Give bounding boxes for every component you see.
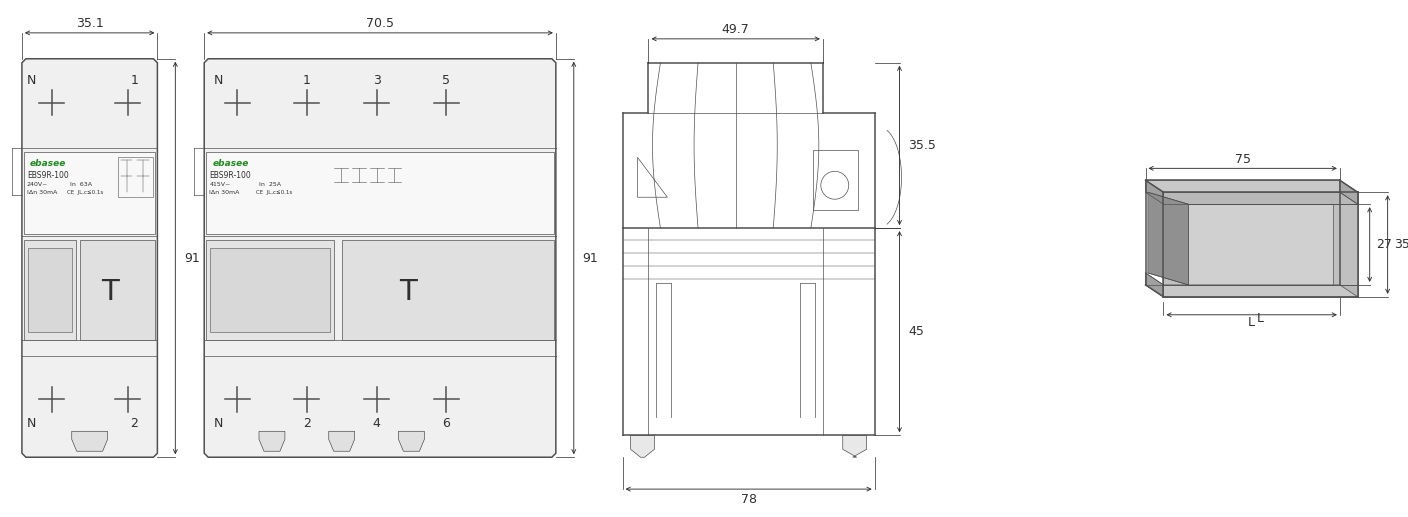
Text: CE  JL,c≤0.1s: CE JL,c≤0.1s (66, 190, 103, 195)
Polygon shape (1148, 192, 1188, 285)
Polygon shape (23, 59, 158, 457)
Text: N: N (27, 417, 37, 430)
Text: CE  JL,c≤0.1s: CE JL,c≤0.1s (256, 190, 293, 195)
Bar (206, 240, 334, 340)
Text: In  25A: In 25A (259, 182, 282, 187)
Text: N: N (27, 74, 37, 87)
Polygon shape (72, 431, 107, 451)
Polygon shape (1340, 180, 1357, 204)
Polygon shape (1146, 180, 1163, 204)
Polygon shape (398, 431, 424, 451)
Text: T: T (400, 278, 417, 306)
Text: 78: 78 (741, 493, 756, 506)
Text: 45: 45 (908, 325, 925, 338)
Text: 5: 5 (442, 74, 451, 87)
Text: ebasee: ebasee (213, 159, 249, 168)
Text: 415V~: 415V~ (210, 182, 231, 187)
Polygon shape (1146, 285, 1357, 297)
Text: 1: 1 (131, 74, 138, 87)
Text: IΔn 30mA: IΔn 30mA (210, 190, 239, 195)
Polygon shape (1163, 192, 1357, 204)
Text: 75: 75 (1235, 153, 1250, 166)
Text: 70.5: 70.5 (366, 18, 394, 31)
Text: In  63A: In 63A (70, 182, 92, 187)
Bar (812, 150, 857, 210)
Bar (206, 153, 553, 234)
Text: 1: 1 (303, 74, 311, 87)
Text: IΔn 30mA: IΔn 30mA (27, 190, 58, 195)
Text: L: L (1247, 316, 1255, 329)
Polygon shape (1146, 180, 1357, 192)
Polygon shape (631, 435, 655, 457)
Bar (24, 153, 155, 234)
Polygon shape (1163, 204, 1357, 285)
Polygon shape (204, 59, 556, 457)
Polygon shape (843, 435, 867, 457)
Text: EBS9R-100: EBS9R-100 (210, 171, 251, 180)
Polygon shape (259, 431, 284, 451)
Text: N: N (214, 74, 222, 87)
Text: EBS9R-100: EBS9R-100 (27, 171, 69, 180)
Bar (80, 240, 155, 340)
Text: 2: 2 (303, 417, 311, 430)
Text: T: T (101, 278, 118, 306)
Text: 35.5: 35.5 (908, 139, 936, 152)
Text: 4: 4 (373, 417, 380, 430)
Text: 27: 27 (1376, 238, 1391, 251)
Text: 240V~: 240V~ (27, 182, 48, 187)
Text: 35.1: 35.1 (76, 18, 104, 31)
Text: 91: 91 (184, 251, 200, 265)
Text: N: N (214, 417, 222, 430)
Text: 6: 6 (442, 417, 451, 430)
Text: 35: 35 (1394, 238, 1408, 251)
Text: 2: 2 (131, 417, 138, 430)
Polygon shape (328, 431, 355, 451)
Text: 91: 91 (583, 251, 598, 265)
Text: 49.7: 49.7 (722, 23, 749, 36)
Bar (24, 240, 76, 340)
Polygon shape (1188, 204, 1333, 285)
Text: ebasee: ebasee (30, 159, 66, 168)
Polygon shape (1163, 285, 1357, 297)
Bar (117, 157, 153, 197)
Text: 3: 3 (373, 74, 380, 87)
Polygon shape (1146, 273, 1163, 297)
Text: L: L (1257, 312, 1264, 325)
Bar (342, 240, 553, 340)
Bar (28, 248, 72, 332)
Bar (210, 248, 329, 332)
